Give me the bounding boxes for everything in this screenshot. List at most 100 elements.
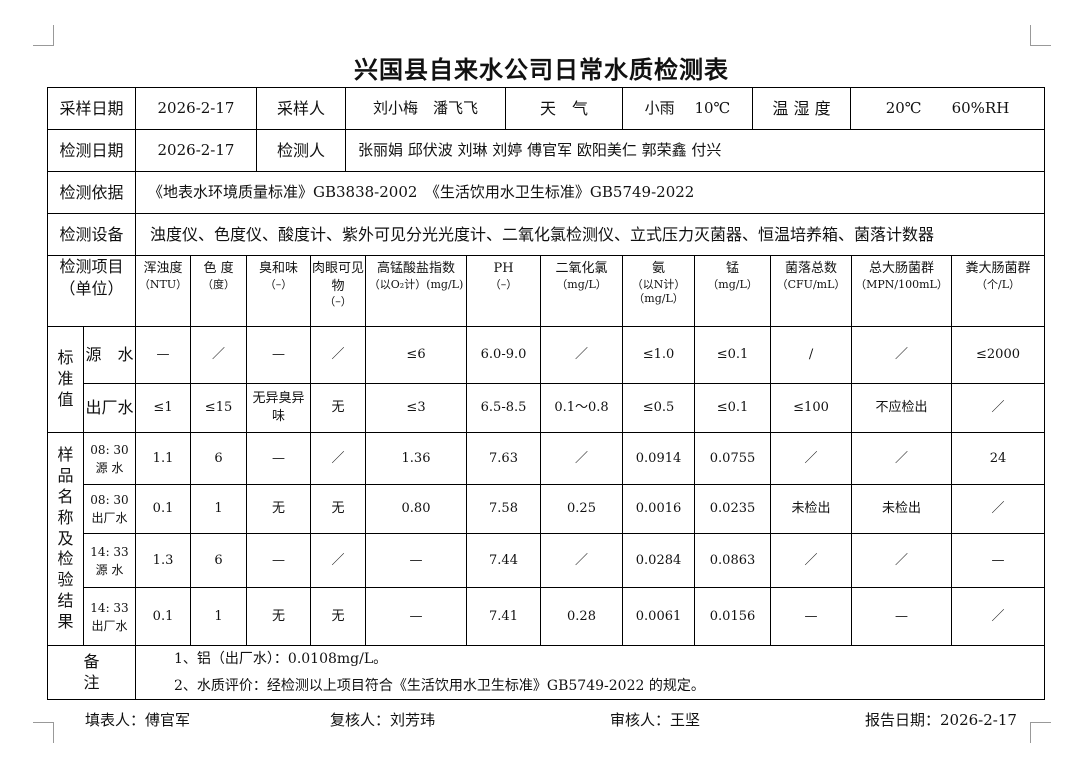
header-row: 检测项目 （单位） 浑浊度 （NTU）色 度（度） 臭和味 （–） 肉眼可见物 （–） 高锰酸… — [46, 255, 1046, 327]
result-row: 14: 33 出厂水 0.1 1 无无 —7.41 0.28 0.0061 0.0156— — ／ — [48, 587, 1046, 646]
result-value: — — [851, 587, 953, 646]
result-value: 0.25 — [540, 484, 624, 534]
report-date: 报告日期：2026-2-17 — [865, 711, 1017, 729]
column-unit: （–） — [489, 277, 518, 291]
column-header: 臭和味 （–） — [246, 255, 312, 327]
standard-value: ／ — [951, 383, 1046, 433]
samplers: 刘小梅 潘飞飞 — [345, 87, 506, 130]
sample-type: 源 水 — [95, 460, 124, 475]
remarks-row: 备注 1、铝（出厂水）：0.0108mg/L。 2、水质评价：经检测以上项目符合… — [46, 644, 1046, 701]
result-value: ／ — [951, 587, 1046, 646]
result-value: 0.0755 — [694, 432, 772, 485]
standard-value: 6.5-8.5 — [466, 383, 542, 433]
result-value: 0.28 — [540, 587, 624, 646]
result-value: 0.0235 — [694, 484, 772, 534]
column-header: 二氧化氯 （mg/L） — [540, 255, 624, 327]
remarks-label: 备注 — [46, 644, 137, 701]
result-row: 样品名称及检验结果 08: 30 源 水 1.1 6— ／ 1.36 7.63 ／ 0.0914… — [47, 432, 1046, 646]
sample-name: 14: 33 出厂水 — [82, 587, 137, 646]
column-name: 总大肠菌群 — [869, 261, 935, 276]
result-value: ／ — [851, 533, 953, 588]
standard-value: ≤0.5 — [622, 383, 696, 433]
results-label-text: 样品名称及检验结果 — [57, 445, 74, 631]
column-name: 臭和味 — [259, 261, 299, 276]
column-unit: （NTU） — [138, 277, 188, 291]
tester-label: 检测人 — [256, 129, 346, 172]
standard-value: 无 — [310, 383, 367, 433]
standard-value: 6.0-9.0 — [466, 326, 542, 384]
standard-row: 标准值 源 水 — ／ — ／ ≤6 6.0-9.0 ／ ≤1.0 ≤0.1/／ ≤2000 — [47, 326, 1046, 433]
testers: 张丽娟 邱伏波 刘琳 刘婷 傅官军 欧阳美仁 郭荣鑫 付兴 — [345, 129, 1045, 172]
test-date: 2026-2-17 — [135, 129, 257, 172]
info-table: 采样日期 2026-2-17 采样人 刘小梅 潘飞飞 天 气 小雨 10℃ 温 … — [47, 87, 1045, 256]
result-value: 0.0016 — [622, 484, 696, 534]
info-row: 检测设备 浊度仪、色度仪、酸度计、紫外可见分光光度计、二氧化氯检测仪、立式压力灭… — [47, 213, 1045, 256]
column-name: 二氧化氯 — [555, 261, 608, 276]
sample-time: 14: 33 — [90, 600, 129, 615]
weather-label: 天 气 — [505, 87, 623, 130]
standard-value: ／ — [540, 326, 624, 384]
standard-value: / — [770, 326, 853, 384]
result-value: 1.1 — [135, 432, 192, 485]
weather: 小雨 10℃ — [622, 87, 753, 130]
column-name: 氨 — [652, 261, 666, 276]
equipment-label: 检测设备 — [47, 213, 136, 256]
column-header: 高锰酸盐指数 （以O₂计）(mg/L) — [365, 255, 468, 327]
standard-value: ≤100 — [770, 383, 853, 433]
column-header: PH （–） — [466, 255, 542, 327]
basis: 《地表水环境质量标准》GB3838-2002 《生活饮用水卫生标准》GB5749… — [135, 171, 1045, 214]
result-value: — — [770, 587, 853, 646]
sample-type: 出厂水 — [91, 511, 128, 525]
result-value: 1 — [190, 484, 248, 534]
item-header-unit: （单位） — [59, 278, 124, 298]
humidity-label: 温 湿 度 — [752, 87, 851, 130]
standard-value: — — [135, 326, 192, 384]
item-header-text: 检测项目 — [59, 257, 124, 276]
column-unit: （度） — [202, 277, 236, 291]
column-unit: （mg/L） — [556, 277, 607, 291]
result-value: — — [365, 587, 468, 646]
page-title: 兴国县自来水公司日常水质检测表 — [354, 55, 729, 84]
standard-sample-label: 出厂水 — [82, 383, 137, 433]
standard-value: ≤1.0 — [622, 326, 696, 384]
sample-time: 08: 30 — [90, 442, 129, 457]
standard-value: — — [246, 326, 312, 384]
column-name: PH — [493, 261, 514, 276]
result-value: 1.3 — [135, 533, 192, 588]
result-value: 24 — [951, 432, 1046, 485]
column-header: 菌落总数 （CFU/mL） — [770, 255, 853, 327]
result-value: 未检出 — [851, 484, 953, 534]
result-value: 7.58 — [466, 484, 542, 534]
column-header: 浑浊度 （NTU） — [135, 255, 192, 327]
column-unit: （MPN/100mL） — [855, 277, 948, 291]
result-value: 1 — [190, 587, 248, 646]
crop-mark — [1030, 722, 1051, 743]
result-value: — — [246, 432, 312, 485]
result-row: 08: 30 出厂水 0.1 1 无无 0.80 7.58 0.25 0.0016 0.0235 未… — [48, 484, 1046, 534]
sampler-label: 采样人 — [256, 87, 346, 130]
result-value: 6 — [190, 533, 248, 588]
item-header: 检测项目 （单位） — [46, 255, 137, 327]
standard-value: ≤15 — [190, 383, 248, 433]
remark-line: 1、铝（出厂水）：0.0108mg/L。 — [174, 651, 388, 667]
result-value: 0.0156 — [694, 587, 772, 646]
column-header: 色 度（度） — [190, 255, 248, 327]
column-unit: （–） — [264, 277, 293, 291]
column-unit: （个/L） — [976, 277, 1021, 291]
info-row: 检测依据 《地表水环境质量标准》GB3838-2002 《生活饮用水卫生标准》G… — [47, 171, 1045, 214]
column-name: 菌落总数 — [785, 261, 838, 276]
standard-value: 无异臭异味 — [246, 383, 312, 433]
result-value: 0.0061 — [622, 587, 696, 646]
result-value: 7.63 — [466, 432, 542, 485]
equipment: 浊度仪、色度仪、酸度计、紫外可见分光光度计、二氧化氯检测仪、立式压力灭菌器、恒温… — [135, 213, 1045, 256]
result-value: 0.1 — [135, 484, 192, 534]
remarks-label-text: 备注 — [83, 651, 100, 692]
result-row: 14: 33 源 水 1.3 6— ／ —7.44 ／ 0.0284 0.0863 ／／ — — [48, 533, 1046, 588]
column-header: 粪大肠菌群 （个/L） — [951, 255, 1046, 327]
sample-date: 2026-2-17 — [135, 87, 257, 130]
column-name: 粪大肠菌群 — [965, 261, 1031, 276]
result-value: ／ — [770, 432, 853, 485]
standard-sample-label: 源 水 — [82, 326, 137, 384]
standard-label-text: 标准值 — [57, 348, 74, 409]
